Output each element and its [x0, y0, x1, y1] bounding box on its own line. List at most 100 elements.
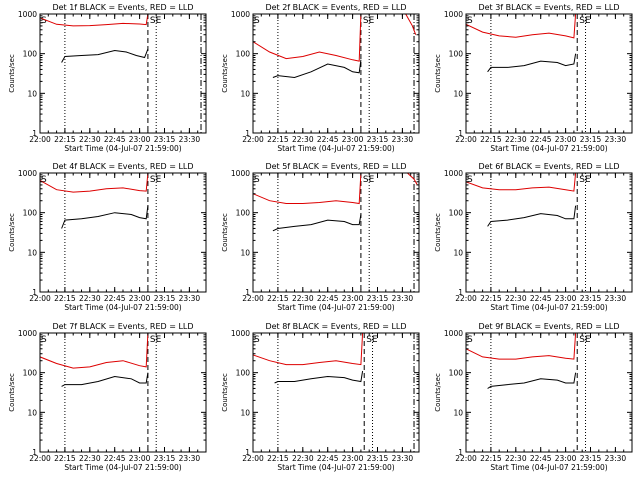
y-axis-label: Counts/sec [434, 54, 442, 93]
y-tick-label: 100 [236, 209, 251, 218]
series-line-lld [40, 14, 152, 27]
x-tick-label: 23:00 [555, 135, 577, 144]
panel-title: Det 1f BLACK = Events, RED = LLD [52, 3, 193, 12]
y-tick-label: 10 [240, 408, 250, 417]
x-tick-label: 23:30 [392, 454, 414, 463]
x-tick-label: 22:30 [292, 454, 314, 463]
series-line-lld [40, 333, 152, 369]
x-tick-label: 23:15 [580, 135, 602, 144]
start-marker-label: S [41, 175, 47, 185]
x-tick-label: 22:30 [505, 135, 527, 144]
series-line-lld [466, 14, 579, 39]
x-tick-label: 22:30 [505, 294, 527, 303]
y-tick-label: 1 [458, 129, 463, 138]
y-tick-label: 10 [240, 89, 250, 98]
y-axis-label: Counts/sec [434, 373, 442, 412]
x-tick-label: 23:30 [605, 454, 627, 463]
panel-title: Det 7f BLACK = Events, RED = LLD [52, 322, 193, 331]
plot-frame [252, 172, 420, 293]
x-tick-label: 23:15 [367, 294, 389, 303]
y-axis-label: Counts/sec [221, 373, 229, 412]
end-marker-label: SE [366, 335, 378, 345]
y-tick-label: 10 [27, 408, 37, 417]
y-tick-label: 1000 [18, 329, 37, 338]
y-tick-label: 1000 [444, 10, 463, 19]
x-tick-label: 23:00 [342, 135, 364, 144]
y-tick-label: 1 [245, 448, 250, 457]
x-tick-label: 22:15 [480, 454, 502, 463]
x-tick-label: 23:00 [342, 294, 364, 303]
detector-panel-9: Det 9f BLACK = Events, RED = LLD S SE 1 10 10… [434, 322, 633, 472]
x-tick-label: 23:30 [605, 135, 627, 144]
x-tick-label: 22:30 [79, 135, 101, 144]
start-marker-label: S [41, 335, 47, 345]
x-tick-label: 22:15 [267, 454, 289, 463]
x-tick-label: 23:30 [179, 454, 201, 463]
x-axis-label: Start Time (04-Jul-07 21:59:00) [64, 303, 181, 312]
series-line-lld [40, 173, 152, 193]
x-tick-label: 23:30 [179, 135, 201, 144]
series-line-events [274, 370, 364, 384]
x-tick-label: 22:15 [480, 135, 502, 144]
y-axis-label: Counts/sec [434, 213, 442, 252]
detector-panel-5: Det 5f BLACK = Events, RED = LLD S SE 1 10 10… [221, 162, 420, 312]
x-tick-label: 23:15 [367, 454, 389, 463]
y-tick-label: 1 [458, 288, 463, 297]
series-line-events [272, 59, 362, 79]
x-tick-label: 22:15 [54, 135, 76, 144]
panel-title: Det 9f BLACK = Events, RED = LLD [478, 322, 619, 331]
y-tick-label: 10 [453, 89, 463, 98]
y-tick-label: 100 [449, 50, 464, 59]
detector-panel-7: Det 7f BLACK = Events, RED = LLD S SE 1 10 10… [8, 322, 207, 472]
panel-title: Det 8f BLACK = Events, RED = LLD [265, 322, 406, 331]
x-tick-label: 23:15 [154, 294, 176, 303]
x-tick-label: 22:45 [104, 294, 126, 303]
series-line-lld [253, 173, 418, 205]
x-tick-label: 22:30 [79, 454, 101, 463]
series-line-lld [253, 333, 366, 366]
x-axis-label: Start Time (04-Jul-07 21:59:00) [277, 463, 394, 472]
end-marker-label: SE [363, 16, 375, 26]
y-tick-label: 1 [32, 448, 37, 457]
plot-frame [252, 332, 420, 453]
start-marker-label: S [254, 335, 260, 345]
x-tick-label: 22:30 [505, 454, 527, 463]
y-axis-label: Counts/sec [221, 54, 229, 93]
end-marker-label: SE [150, 16, 162, 26]
start-marker-label: S [467, 175, 473, 185]
x-tick-label: 22:00 [455, 135, 477, 144]
x-axis-label: Start Time (04-Jul-07 21:59:00) [64, 144, 181, 153]
series-line-lld [466, 173, 579, 192]
detector-panel-3: Det 3f BLACK = Events, RED = LLD S SE 1 10 10… [434, 3, 633, 153]
x-tick-label: 22:15 [54, 454, 76, 463]
y-tick-label: 1000 [231, 10, 250, 19]
x-tick-label: 22:30 [292, 294, 314, 303]
start-marker-label: S [254, 16, 260, 26]
plot-frame [39, 332, 207, 453]
x-tick-label: 22:45 [317, 294, 339, 303]
x-tick-label: 23:30 [392, 294, 414, 303]
y-tick-label: 10 [240, 248, 250, 257]
end-marker-label: SE [579, 335, 591, 345]
y-axis-label: Counts/sec [221, 213, 229, 252]
x-tick-label: 23:00 [555, 454, 577, 463]
y-tick-label: 100 [23, 369, 38, 378]
start-marker-label: S [254, 175, 260, 185]
panel-title: Det 2f BLACK = Events, RED = LLD [265, 3, 406, 12]
y-tick-label: 100 [449, 209, 464, 218]
start-marker-label: S [41, 16, 47, 26]
end-marker-label: SE [363, 175, 375, 185]
y-tick-label: 1000 [231, 169, 250, 178]
x-tick-label: 22:15 [267, 294, 289, 303]
y-tick-label: 1 [245, 129, 250, 138]
x-tick-label: 23:00 [129, 135, 151, 144]
x-tick-label: 22:00 [242, 135, 264, 144]
y-tick-label: 1 [32, 288, 37, 297]
panel-title: Det 6f BLACK = Events, RED = LLD [478, 162, 619, 171]
x-tick-label: 22:00 [29, 294, 51, 303]
end-marker-label: SE [150, 335, 162, 345]
detector-panel-8: Det 8f BLACK = Events, RED = LLD S SE 1 10 10… [221, 322, 420, 472]
series-line-lld [466, 333, 579, 360]
x-tick-label: 23:30 [179, 294, 201, 303]
